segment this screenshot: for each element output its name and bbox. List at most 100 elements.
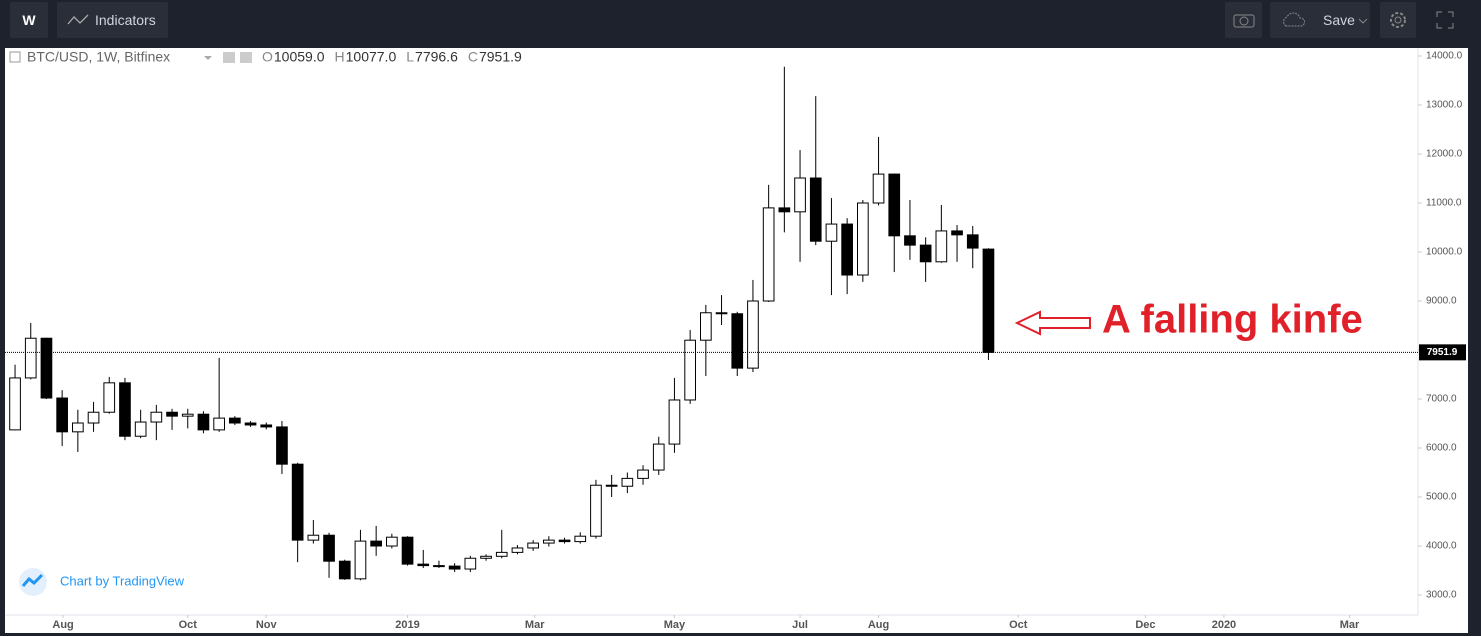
candle-body — [558, 539, 571, 543]
save-caret — [1358, 18, 1368, 24]
candle-body — [935, 230, 948, 263]
candle-body — [87, 411, 100, 424]
settings-button[interactable] — [1380, 2, 1416, 38]
candle-body — [9, 377, 21, 431]
candle-body — [495, 551, 508, 557]
candle-body — [354, 540, 367, 580]
annotation: A falling kinfe — [1102, 298, 1363, 342]
candle-body — [433, 565, 445, 568]
logo — [21, 573, 44, 587]
y-tick-label: 7000.0 — [1426, 394, 1457, 405]
save-button[interactable]: Save — [1270, 2, 1370, 38]
legend-key: H — [335, 49, 345, 65]
x-tick-label: Dec — [1135, 619, 1155, 631]
candle-body — [966, 234, 979, 249]
candle-body — [464, 557, 477, 570]
candle-body — [841, 223, 853, 276]
candle-body — [888, 173, 901, 237]
fullscreen-button[interactable] — [1425, 2, 1466, 38]
candle-body — [181, 413, 194, 417]
candle-body — [260, 424, 273, 428]
candle-body — [527, 542, 539, 549]
y-tick-label: 6000.0 — [1426, 443, 1457, 454]
legend-key: L — [406, 49, 414, 65]
snapshot-button[interactable] — [1225, 2, 1262, 38]
candle-body — [370, 540, 382, 547]
x-tick-label: May — [664, 619, 686, 631]
toolbar: W Indicators Save — [0, 0, 1481, 48]
candle-body — [276, 426, 288, 465]
candle-body — [778, 207, 791, 213]
legend-key: O — [262, 49, 273, 65]
candle-body — [417, 563, 430, 567]
legend-value: 7796.6 — [415, 49, 458, 65]
candle-body — [244, 422, 257, 426]
candle-body — [715, 312, 728, 315]
candle-body — [150, 411, 163, 423]
candle-body — [72, 422, 84, 433]
legend-value: 10077.0 — [346, 49, 397, 65]
indicators-label: Indicators — [95, 12, 156, 28]
y-tick-label: 5000.0 — [1426, 492, 1457, 503]
candle-body — [762, 207, 775, 302]
candle-body — [56, 397, 68, 433]
gear-icon — [1390, 12, 1406, 28]
interval-button[interactable]: W — [10, 2, 48, 38]
last-price-box — [1419, 344, 1466, 361]
candle-body — [982, 248, 995, 353]
candle-body — [511, 547, 524, 553]
watermark: Chart by TradingView — [60, 573, 185, 588]
x-tick-label: 2020 — [1212, 619, 1236, 631]
candle-body — [213, 417, 225, 431]
x-tick-label: Aug — [52, 619, 73, 631]
candle-body — [809, 177, 822, 242]
fullscreen-icon — [1436, 11, 1454, 29]
candle-body — [794, 177, 806, 213]
x-tick-label: Oct — [1009, 619, 1028, 631]
indicators-button[interactable]: Indicators — [57, 2, 168, 38]
candle-body — [103, 382, 116, 413]
icon — [223, 52, 235, 63]
candle-body — [134, 421, 147, 437]
y-tick-label: 4000.0 — [1426, 541, 1457, 552]
candle-body — [166, 411, 178, 417]
candle-body — [386, 536, 398, 547]
symbol: BTC/USD, 1W, Bitfinex — [27, 49, 170, 65]
y-tick-label: 9000.0 — [1426, 296, 1457, 307]
x-tick-label: 2019 — [395, 619, 419, 631]
candle-body — [40, 337, 53, 399]
icon — [240, 52, 252, 63]
candle-body — [652, 443, 665, 471]
candle-body — [747, 300, 759, 369]
candle-body — [480, 555, 492, 559]
candle-body — [229, 417, 241, 424]
candle-body — [119, 382, 131, 437]
y-tick-label: 10000.0 — [1426, 247, 1463, 258]
x-tick-label: Oct — [179, 619, 198, 631]
candle-body — [637, 469, 649, 479]
candle-body — [621, 477, 634, 487]
candle-body — [448, 565, 461, 570]
camera-icon — [1233, 14, 1255, 28]
y-tick-label: 12000.0 — [1426, 149, 1463, 160]
candle-body — [605, 484, 618, 487]
candle-body — [825, 223, 838, 242]
legend: BTC/USD, 1W, Bitfinex O 10059.0 H 10077.0 L 7… — [9, 49, 522, 65]
candle-body — [338, 560, 351, 580]
last-price-label: 7951.9 — [1427, 347, 1458, 358]
save-label: Save — [1323, 12, 1355, 28]
x-tick-label: Jul — [792, 619, 808, 631]
candle-body — [574, 535, 587, 543]
y-tick-label: 13000.0 — [1426, 100, 1463, 111]
candle-body — [590, 484, 602, 537]
candle-body — [668, 399, 681, 445]
y-tick-label: 14000.0 — [1426, 51, 1463, 62]
candle-body — [684, 339, 696, 401]
caret — [204, 56, 212, 60]
candle-body — [951, 230, 963, 236]
candle-body — [291, 463, 304, 541]
y-tick-label: 11000.0 — [1426, 198, 1462, 209]
candle-body — [919, 244, 932, 263]
candle-body — [857, 202, 869, 276]
